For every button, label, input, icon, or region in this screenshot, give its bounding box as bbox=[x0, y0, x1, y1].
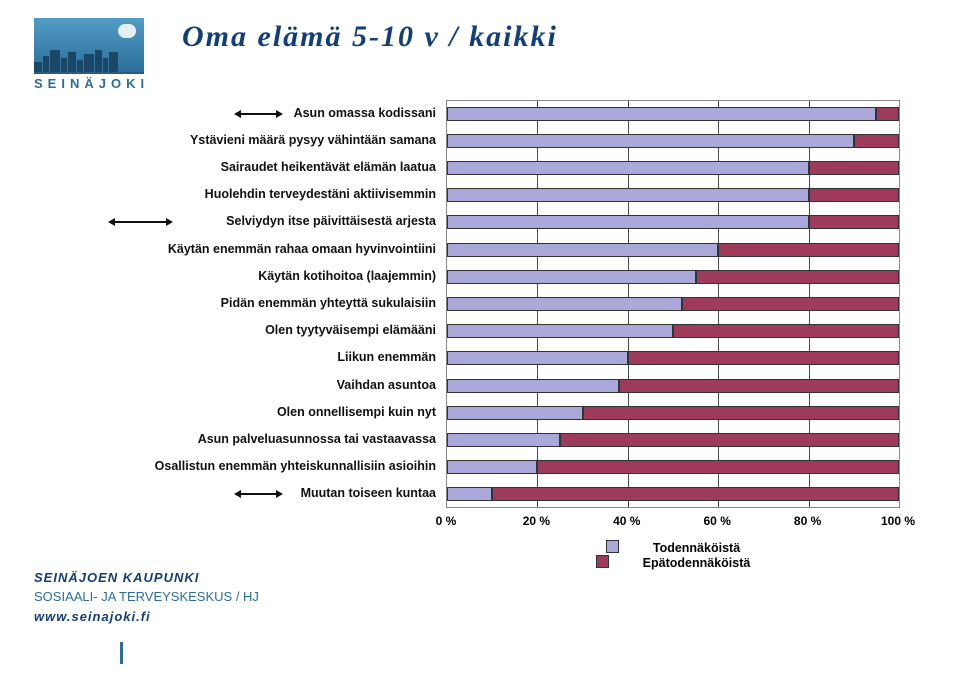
category-label: Ystävieni määrä pysyy vähintään samana bbox=[128, 134, 436, 148]
chart-row: Käytän kotihoitoa (laajemmin) bbox=[128, 263, 900, 290]
x-tick: 100 % bbox=[881, 514, 915, 528]
chart-row: Olen onnellisempi kuin nyt bbox=[128, 399, 900, 426]
category-label: Sairaudet heikentävät elämän laatua bbox=[128, 161, 436, 175]
chart-row: Selviydyn itse päivittäisestä arjesta bbox=[128, 209, 900, 236]
bar bbox=[447, 161, 899, 175]
bar-segment-unlikely bbox=[809, 161, 899, 175]
bar-segment-likely bbox=[447, 270, 696, 284]
page-title: Oma elämä 5-10 v / kaikki bbox=[182, 20, 558, 54]
legend-item: Todennäköistä bbox=[578, 540, 768, 555]
bar-segment-likely bbox=[447, 107, 876, 121]
legend-swatch bbox=[596, 555, 609, 568]
bar-segment-unlikely bbox=[718, 243, 899, 257]
bar-segment-likely bbox=[447, 406, 583, 420]
bar-segment-likely bbox=[447, 134, 854, 148]
arrow-line bbox=[240, 113, 277, 115]
footer-line-2: SOSIAALI- JA TERVEYSKESKUS / HJ bbox=[34, 587, 259, 607]
legend: TodennäköistäEpätodennäköistä bbox=[446, 540, 900, 570]
bar bbox=[447, 351, 899, 365]
x-tick: 20 % bbox=[523, 514, 550, 528]
category-label: Pidän enemmän yhteyttä sukulaisiin bbox=[128, 297, 436, 311]
chart-row: Käytän enemmän rahaa omaan hyvinvointiin… bbox=[128, 236, 900, 263]
bar-segment-likely bbox=[447, 297, 682, 311]
bar bbox=[447, 460, 899, 474]
bar-segment-likely bbox=[447, 188, 809, 202]
bar-segment-likely bbox=[447, 351, 628, 365]
chart-row: Huolehdin terveydestäni aktiivisemmin bbox=[128, 182, 900, 209]
category-label: Olen tyytyväisempi elämääni bbox=[128, 324, 436, 338]
category-label: Asun palveluasunnossa tai vastaavassa bbox=[128, 433, 436, 447]
bar-segment-unlikely bbox=[560, 433, 899, 447]
bar bbox=[447, 324, 899, 338]
chart-row: Asun palveluasunnossa tai vastaavassa bbox=[128, 426, 900, 453]
chart-row: Muutan toiseen kuntaa bbox=[128, 481, 900, 508]
bar-segment-likely bbox=[447, 161, 809, 175]
bar-segment-unlikely bbox=[682, 297, 899, 311]
x-tick: 60 % bbox=[704, 514, 731, 528]
arrow-line bbox=[240, 493, 277, 495]
bar-segment-likely bbox=[447, 243, 718, 257]
bar-segment-likely bbox=[447, 460, 537, 474]
bar-segment-likely bbox=[447, 215, 809, 229]
footer-line-1: SEINÄJOEN KAUPUNKI bbox=[34, 568, 259, 588]
bar-segment-unlikely bbox=[696, 270, 899, 284]
chart-row: Liikun enemmän bbox=[128, 345, 900, 372]
logo: SEINÄJOKI bbox=[34, 18, 144, 91]
chart: 0 %20 %40 %60 %80 %100 % TodennäköistäEp… bbox=[128, 100, 900, 550]
footer: SEINÄJOEN KAUPUNKI SOSIAALI- JA TERVEYSK… bbox=[34, 568, 259, 627]
category-label: Käytän kotihoitoa (laajemmin) bbox=[128, 270, 436, 284]
bar-segment-unlikely bbox=[628, 351, 899, 365]
bar bbox=[447, 215, 899, 229]
logo-text: SEINÄJOKI bbox=[34, 76, 144, 91]
bar-segment-unlikely bbox=[583, 406, 899, 420]
bar-segment-unlikely bbox=[537, 460, 899, 474]
category-label: Käytän enemmän rahaa omaan hyvinvointiin… bbox=[128, 243, 436, 257]
legend-item: Epätodennäköistä bbox=[568, 555, 779, 570]
bar bbox=[447, 487, 899, 501]
chart-row: Pidän enemmän yhteyttä sukulaisiin bbox=[128, 290, 900, 317]
bar-segment-unlikely bbox=[673, 324, 899, 338]
legend-swatch bbox=[606, 540, 619, 553]
bar-segment-unlikely bbox=[809, 215, 899, 229]
bar-segment-unlikely bbox=[854, 134, 899, 148]
decorative-bar bbox=[120, 642, 123, 664]
bar bbox=[447, 134, 899, 148]
bar bbox=[447, 107, 899, 121]
bar bbox=[447, 379, 899, 393]
bar-segment-unlikely bbox=[492, 487, 899, 501]
category-label: Olen onnellisempi kuin nyt bbox=[128, 406, 436, 420]
x-tick: 40 % bbox=[613, 514, 640, 528]
bar bbox=[447, 406, 899, 420]
bar bbox=[447, 188, 899, 202]
legend-label: Epätodennäköistä bbox=[643, 556, 751, 570]
chart-row: Vaihdan asuntoa bbox=[128, 372, 900, 399]
chart-row: Osallistun enemmän yhteiskunnallisiin as… bbox=[128, 454, 900, 481]
arrow-line bbox=[114, 221, 167, 223]
x-tick: 80 % bbox=[794, 514, 821, 528]
category-label: Selviydyn itse päivittäisestä arjesta bbox=[128, 216, 436, 230]
legend-label: Todennäköistä bbox=[653, 541, 740, 555]
chart-row: Olen tyytyväisempi elämääni bbox=[128, 318, 900, 345]
bar-segment-unlikely bbox=[619, 379, 899, 393]
chart-row: Asun omassa kodissani bbox=[128, 100, 900, 127]
category-label: Osallistun enemmän yhteiskunnallisiin as… bbox=[128, 460, 436, 474]
bar-segment-unlikely bbox=[809, 188, 899, 202]
x-tick: 0 % bbox=[436, 514, 457, 528]
category-label: Liikun enemmän bbox=[128, 352, 436, 366]
category-label: Huolehdin terveydestäni aktiivisemmin bbox=[128, 188, 436, 202]
chart-row: Ystävieni määrä pysyy vähintään samana bbox=[128, 127, 900, 154]
bar-segment-likely bbox=[447, 379, 619, 393]
bar-segment-likely bbox=[447, 487, 492, 501]
bar bbox=[447, 270, 899, 284]
bar-segment-likely bbox=[447, 324, 673, 338]
chart-row: Sairaudet heikentävät elämän laatua bbox=[128, 154, 900, 181]
bar bbox=[447, 433, 899, 447]
logo-graphic bbox=[34, 18, 144, 74]
footer-line-3: www.seinajoki.fi bbox=[34, 607, 259, 627]
bar bbox=[447, 243, 899, 257]
bar-segment-unlikely bbox=[876, 107, 899, 121]
category-label: Vaihdan asuntoa bbox=[128, 379, 436, 393]
bar bbox=[447, 297, 899, 311]
bar-segment-likely bbox=[447, 433, 560, 447]
